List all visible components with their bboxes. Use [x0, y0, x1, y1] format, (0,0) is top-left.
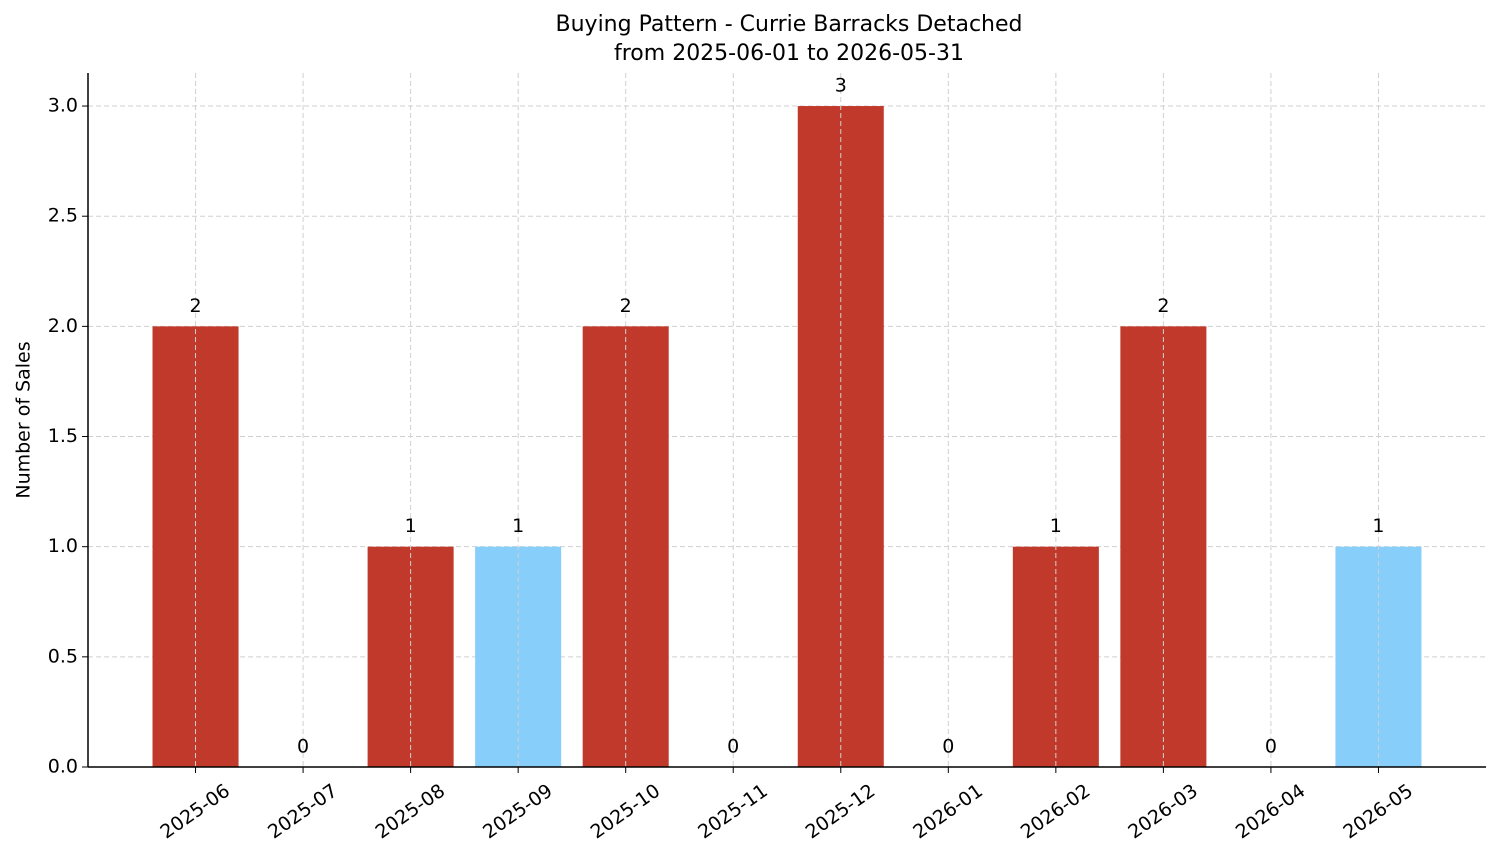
y-axis-label: Number of Sales: [13, 341, 35, 498]
data-label: 3: [835, 75, 847, 97]
y-tick-label: 1.0: [48, 535, 78, 557]
data-label: 2: [189, 295, 201, 317]
y-tick-label: 0.0: [48, 756, 78, 778]
x-tick-label: 2025-08: [372, 780, 450, 844]
x-tick-label: 2025-09: [479, 780, 557, 844]
x-tick-label: 2025-07: [264, 780, 342, 844]
data-label: 1: [512, 515, 524, 537]
data-label: 0: [1265, 736, 1277, 758]
y-tick-label: 3.0: [48, 95, 78, 117]
x-tick-label: 2026-02: [1017, 780, 1095, 844]
x-tick-label: 2026-01: [909, 780, 987, 844]
x-tick-label: 2025-06: [156, 780, 234, 844]
data-label: 1: [405, 515, 417, 537]
y-tick-label: 0.5: [48, 645, 78, 667]
x-tick-label: 2026-05: [1339, 780, 1417, 844]
data-label: 2: [620, 295, 632, 317]
x-tick-label: 2025-12: [802, 780, 880, 844]
y-tick-label: 2.5: [48, 205, 78, 227]
data-label: 0: [297, 736, 309, 758]
chart-subtitle: from 2025-06-01 to 2026-05-31: [614, 41, 964, 66]
x-tick-label: 2026-04: [1232, 780, 1310, 844]
data-label: 0: [727, 736, 739, 758]
x-tick-label: 2026-03: [1124, 780, 1202, 844]
chart-title: Buying Pattern - Currie Barracks Detache…: [556, 12, 1023, 37]
y-tick-label: 2.0: [48, 315, 78, 337]
data-label: 0: [942, 736, 954, 758]
data-label: 1: [1050, 515, 1062, 537]
x-tick-label: 2025-10: [587, 780, 665, 844]
y-tick-label: 1.5: [48, 425, 78, 447]
x-tick-label: 2025-11: [694, 780, 772, 844]
data-label: 1: [1372, 515, 1384, 537]
data-label: 2: [1157, 295, 1169, 317]
